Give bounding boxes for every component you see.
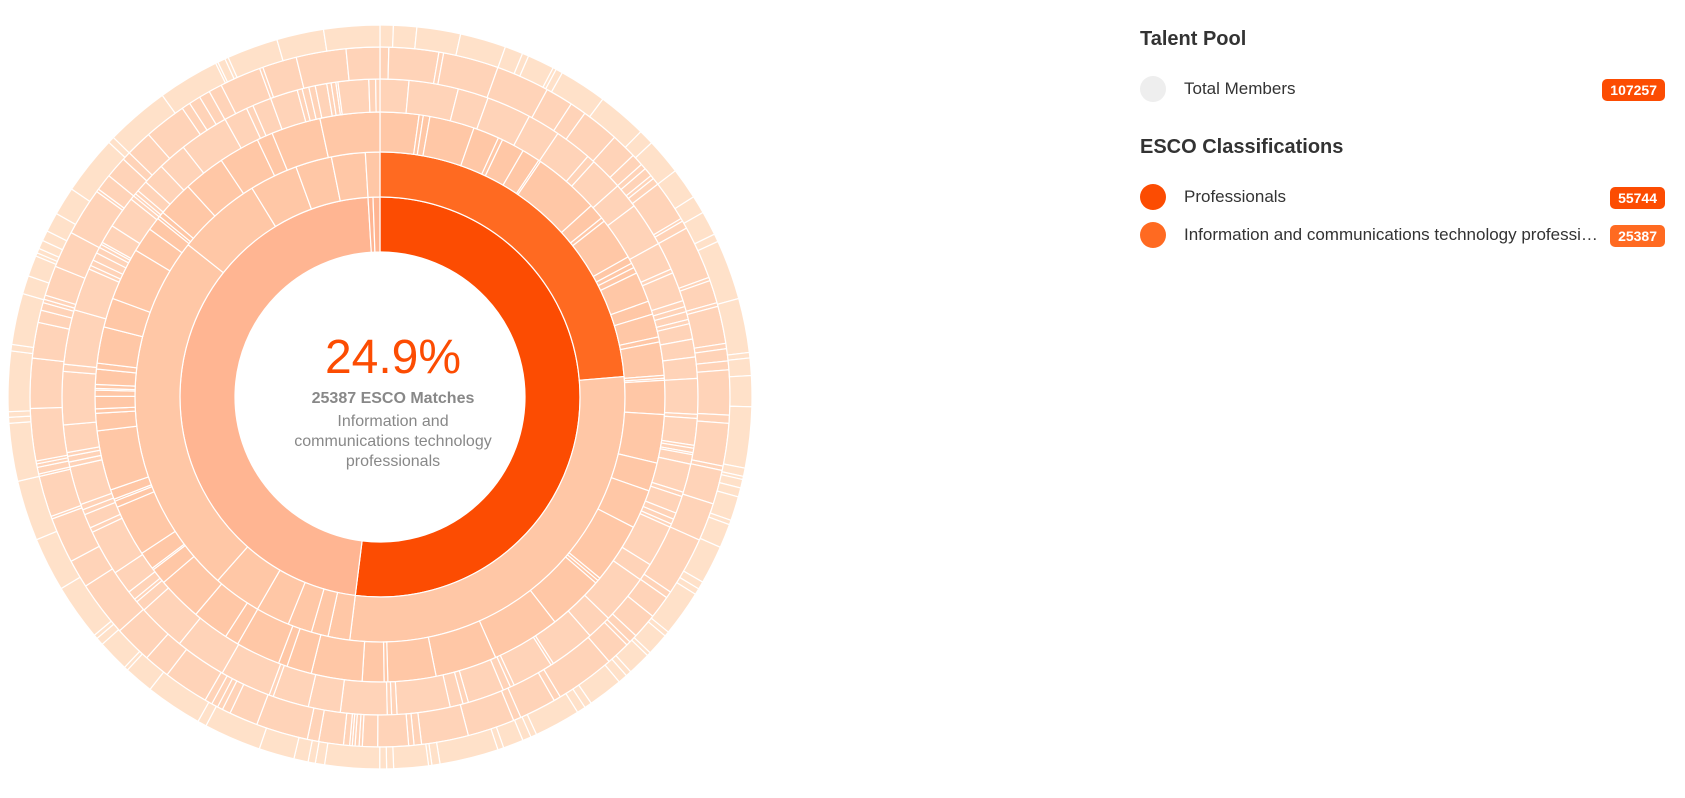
professionals-badge: 55744: [1610, 187, 1665, 209]
sector-ring5-20[interactable]: [727, 357, 753, 378]
sector-small-2[interactable]: [372, 196, 381, 253]
center-label: Information and communications technolog…: [294, 413, 492, 470]
sector-ring2-33[interactable]: [386, 636, 437, 683]
ict-professionals-badge: 25387: [1610, 225, 1665, 247]
sector-ring3-69[interactable]: [61, 370, 97, 426]
sector-ring5-93[interactable]: [322, 24, 381, 52]
sector-ring3-19[interactable]: [662, 356, 699, 381]
total-members-dot-icon: [1140, 76, 1166, 102]
professionals-dot-icon: [1140, 184, 1166, 210]
chart-center-summary: 24.9% 25387 ESCO Matches Information and…: [243, 330, 543, 472]
sector-ring2-53[interactable]: [94, 395, 136, 410]
sector-ring4-47[interactable]: [361, 713, 379, 748]
sector-ring4-97[interactable]: [345, 46, 381, 82]
sector-ring4-46[interactable]: [377, 713, 410, 748]
legend-row-professionals[interactable]: Professionals 55744: [1140, 178, 1665, 216]
center-percent: 24.9%: [324, 331, 462, 384]
legend-row-ict-professionals[interactable]: Information and communications technolog…: [1140, 216, 1665, 254]
professionals-label: Professionals: [1184, 187, 1287, 206]
sector-sub-major-10[interactable]: [364, 151, 381, 198]
sector-ring5-1[interactable]: [392, 24, 418, 50]
sector-ring5-21[interactable]: [728, 374, 753, 408]
sector-ring5-52[interactable]: [385, 746, 395, 770]
center-matches: 25387 ESCO Matches: [311, 390, 475, 407]
sunburst-sectors: [7, 24, 753, 770]
sector-ring3-48[interactable]: [339, 679, 388, 716]
sector-ring3-100[interactable]: [368, 78, 377, 113]
sector-ring4-1[interactable]: [387, 46, 440, 85]
sector-ring2-35[interactable]: [361, 640, 385, 683]
sunburst-svg: [7, 24, 753, 770]
sector-ring5-73[interactable]: [7, 350, 34, 413]
sector-ring4-74[interactable]: [29, 357, 65, 410]
sector-ring2-23[interactable]: [623, 379, 666, 416]
ict-professionals-label: Information and communications technolog…: [1184, 225, 1604, 244]
sector-ring3-20[interactable]: [663, 377, 699, 416]
sunburst-chart: 24.9% 25387 ESCO Matches Information and…: [0, 0, 800, 798]
sector-ring3-0[interactable]: [379, 78, 410, 114]
sector-ring5-0[interactable]: [379, 24, 395, 48]
sector-ring2-71[interactable]: [319, 111, 381, 159]
sector-ring5-51[interactable]: [392, 743, 430, 770]
sector-ring4-0[interactable]: [379, 46, 390, 80]
total-members-badge: 107257: [1602, 79, 1665, 101]
sector-ring4-27[interactable]: [691, 420, 730, 467]
legend-panel: Talent Pool Total Members 107257 ESCO Cl…: [1140, 24, 1665, 254]
sector-ring3-68[interactable]: [62, 421, 101, 454]
ict-professionals-dot-icon: [1140, 222, 1166, 248]
sector-ring5-53[interactable]: [379, 746, 388, 770]
sector-ring3-99[interactable]: [337, 78, 371, 116]
sector-ring3-101[interactable]: [375, 78, 381, 113]
esco-classifications-title: ESCO Classifications: [1140, 136, 1344, 158]
sector-ring4-25[interactable]: [696, 369, 731, 416]
legend-row-total-members[interactable]: Total Members 107257: [1140, 70, 1665, 108]
total-members-label: Total Members: [1184, 79, 1296, 98]
talent-pool-title: Talent Pool: [1140, 28, 1247, 50]
sector-ring4-73[interactable]: [29, 406, 69, 462]
sector-ring5-54[interactable]: [323, 742, 381, 770]
sector-ring2-0[interactable]: [379, 111, 420, 156]
